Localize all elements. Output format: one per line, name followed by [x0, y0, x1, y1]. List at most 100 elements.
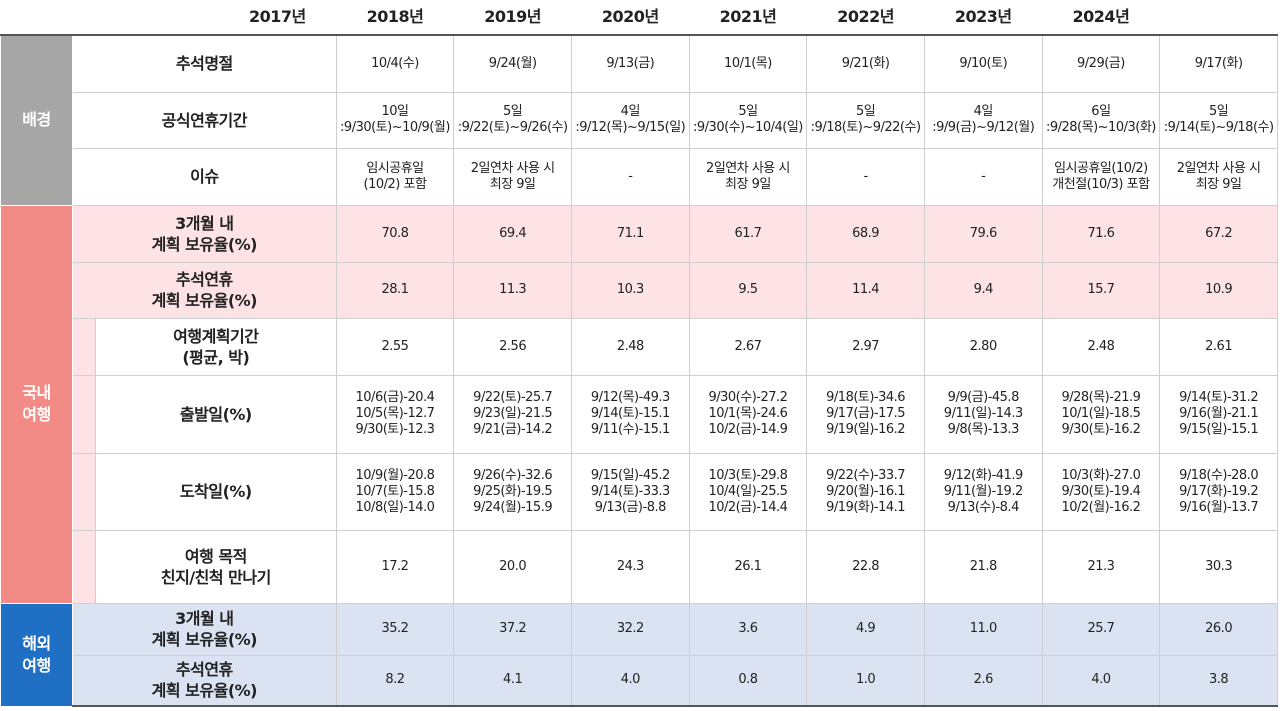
data-cell: 2.80 [923, 317, 1043, 376]
text-line: 9/10(토) [959, 55, 1008, 71]
text-line: 11.4 [852, 282, 880, 297]
indent-cell [72, 452, 96, 531]
data-cell: 22.8 [806, 529, 925, 604]
text-line: 9/26(수)-32.6 [473, 467, 553, 483]
text-line: 10/6(금)-20.4 [355, 390, 435, 405]
data-cell: 26.1 [688, 529, 808, 604]
text-line: 9/15(일)-45.2 [590, 467, 670, 483]
row-label: 추석명절 [72, 34, 337, 93]
text-line: 임시공휴일(10/2) [1054, 160, 1148, 176]
text-line: 추석연휴 [175, 270, 233, 289]
text-line: 4일 [973, 104, 994, 119]
text-line: 69.4 [499, 225, 527, 241]
table-row: 여행 목적 친지/친척 만나기 17.2 20.0 24.3 26.1 22.8 21.8 21… [1, 529, 1278, 604]
data-cell: 61.7 [688, 204, 808, 263]
text-line: 8.2 [385, 672, 405, 688]
text-line: 계획 보유율(%) [151, 681, 258, 701]
text-line: 9/14(토)-15.1 [590, 406, 670, 421]
text-line: :9/14(토)~9/18(수) [1163, 120, 1274, 135]
data-cell: 20.0 [453, 529, 572, 604]
text-line: 32.2 [616, 621, 644, 636]
data-cell: 9/12(목)-49.3 9/14(토)-15.1 9/11(수)-15.1 [570, 374, 690, 454]
data-cell: 9/10(토) [923, 34, 1043, 93]
text-line: 2.97 [852, 338, 880, 354]
text-line: 9/23(일)-21.5 [473, 406, 553, 421]
text-line: 임시공휴일 [366, 160, 424, 176]
row-label: 추석연휴 계획 보유율(%) [72, 654, 337, 707]
table-row: 배경 추석명절 10/4(수) 9/24(월) 9/13(금) 10/1(목) 9/21(화… [0, 34, 1278, 206]
text-line: 해외 [22, 633, 51, 653]
text-line: 9/24(월)-15.9 [473, 499, 553, 515]
text-line: 9/29(금) [1077, 55, 1125, 71]
text-line: 10/3(화)-27.0 [1061, 467, 1141, 483]
text-line: 5일 [855, 104, 876, 119]
text-line: 9/17(금)-17.5 [826, 406, 906, 421]
text-line: 21.3 [1087, 558, 1115, 574]
data-cell: 24.3 [570, 529, 690, 604]
year-header: 2021년 [719, 7, 777, 26]
text-line: 11.3 [499, 282, 527, 297]
text-line: 3개월 내 [175, 213, 234, 233]
text-line: 2일연차 사용 시 [470, 160, 555, 176]
data-cell: 35.2 [335, 602, 455, 656]
table-row: 출발일(%) 10/6(금)-20.4 10/5(목)-12.7 9/30(토)-12… [1, 374, 1278, 454]
data-cell: 1.0 [806, 654, 925, 707]
data-cell: 5일:9/14(토)~9/18(수) [1159, 91, 1278, 149]
year-header: 2022년 [837, 7, 894, 26]
text-line: 9/16(월)-13.7 [1179, 499, 1259, 515]
data-cell: 67.2 [1159, 204, 1278, 263]
text-line: :9/18(토)~9/22(수) [810, 120, 921, 135]
data-cell: 68.9 [806, 204, 925, 263]
year-header: 2017년 [248, 7, 306, 26]
data-cell: 9/9(금)-45.8 9/11(일)-14.3 9/8(목)-13.3 [923, 374, 1043, 454]
data-cell: - [570, 147, 690, 206]
text-line: 9/18(수)-28.0 [1179, 467, 1259, 483]
year-header: 2020년 [601, 7, 659, 26]
text-line: 10/4(일)-25.5 [708, 483, 788, 499]
text-line: 최장 9일 [725, 176, 771, 192]
table-row: 국내 여행 3개월 내 계획 보유율(%) 70.8 69.4 71.1 61.7 68.9 79… [0, 204, 1278, 604]
data-cell: 2.55 [335, 317, 455, 376]
text-line: 9/30(수)-27.2 [708, 390, 788, 405]
data-cell: 9.4 [923, 261, 1043, 319]
text-line: 9/21(화) [841, 55, 890, 71]
data-cell: 2.56 [453, 317, 572, 376]
data-cell: 10/9(월)-20.8 10/7(토)-15.8 10/8(일)-14.0 [335, 452, 455, 531]
data-cell: 9/29(금) [1041, 34, 1161, 93]
text-line: - [981, 168, 986, 184]
text-line: 2.6 [973, 672, 994, 688]
text-line: 2.61 [1205, 338, 1233, 354]
text-line: 10/1(일)-18.5 [1061, 406, 1141, 421]
data-cell: 10.3 [570, 261, 690, 319]
data-cell: 2일연차 사용 시 최장 9일 [688, 147, 808, 206]
data-cell: 8.2 [335, 654, 455, 707]
text-line: 20.0 [499, 558, 527, 574]
text-line: 9/13(금) [606, 55, 655, 71]
text-line: 2.55 [381, 338, 409, 354]
data-cell: 임시공휴일 (10/2) 포함 [335, 147, 455, 206]
data-cell: 10/1(목) [688, 34, 808, 93]
text-line: 출발일(%) [179, 404, 252, 424]
data-cell: 3.6 [688, 602, 808, 656]
text-line: 최장 9일 [1195, 176, 1242, 192]
text-line: 26.1 [734, 558, 762, 574]
text-line: 10일 [381, 104, 409, 119]
data-cell: 11.4 [806, 261, 925, 319]
data-cell: 9/30(수)-27.2 10/1(목)-24.6 10/2(금)-14.9 [688, 374, 808, 454]
text-line: 1.0 [856, 672, 876, 688]
text-line: 5일 [738, 104, 758, 119]
data-cell: 71.1 [570, 204, 690, 263]
data-cell: 2.61 [1159, 317, 1278, 376]
text-line: 9/9(금)-45.8 [947, 390, 1020, 405]
text-line: 9/21(금)-14.2 [473, 422, 553, 437]
text-line: 9/12(목)-49.3 [590, 390, 670, 405]
data-cell: 2일연차 사용 시 최장 9일 [453, 147, 572, 206]
data-cell: 9/26(수)-32.6 9/25(화)-19.5 9/24(월)-15.9 [453, 452, 572, 531]
text-line: 10/4(수) [371, 55, 419, 71]
text-line: 28.1 [381, 282, 409, 297]
text-line: 10.9 [1205, 282, 1233, 297]
data-cell: 5일:9/18(토)~9/22(수) [806, 91, 925, 149]
data-cell: 5일:9/22(토)~9/26(수) [453, 91, 572, 149]
data-cell: 0.8 [688, 654, 808, 707]
